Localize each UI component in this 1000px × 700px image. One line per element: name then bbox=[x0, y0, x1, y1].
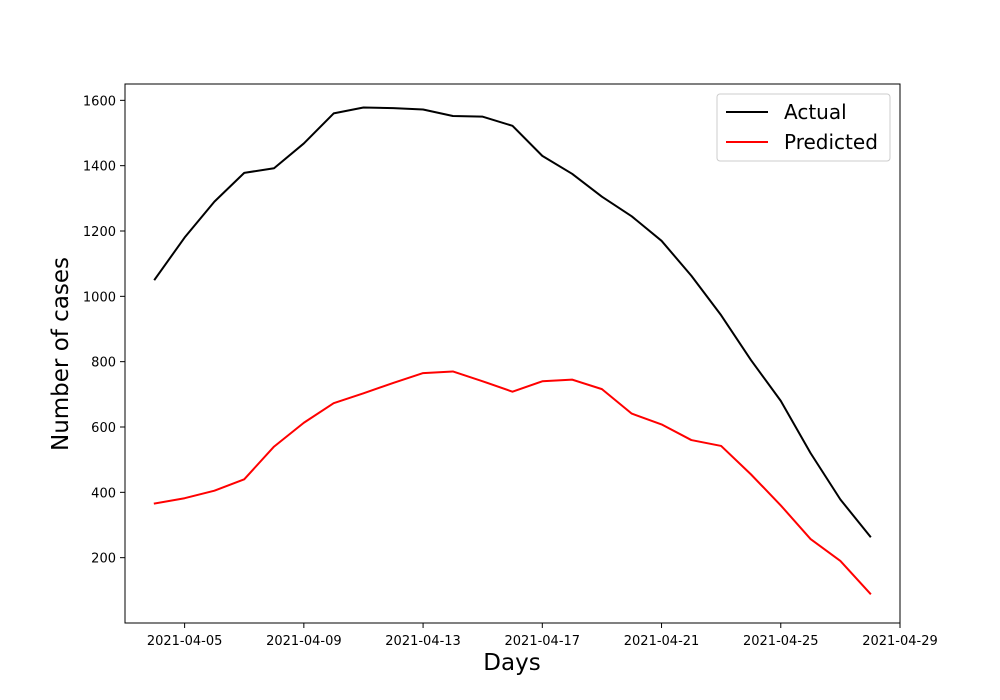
legend-label-actual: Actual bbox=[784, 100, 847, 124]
y-tick-label: 400 bbox=[91, 486, 116, 501]
y-tick-label: 1400 bbox=[83, 160, 116, 175]
y-axis: 200 400 600 800 1000 1200 1400 1600 bbox=[83, 94, 125, 567]
series-line-predicted bbox=[153, 370, 872, 596]
x-tick-label: 2021-04-21 bbox=[624, 634, 700, 649]
series-line-actual bbox=[153, 106, 872, 538]
x-tick-label: 2021-04-17 bbox=[505, 634, 581, 649]
y-axis-label: Number of cases bbox=[48, 257, 74, 451]
legend: Actual Predicted bbox=[716, 93, 891, 162]
x-tick-label: 2021-04-09 bbox=[266, 634, 342, 649]
legend-box bbox=[716, 93, 891, 162]
y-tick-label: 200 bbox=[91, 552, 116, 567]
x-tick-label: 2021-04-13 bbox=[385, 634, 461, 649]
y-tick-label: 1200 bbox=[83, 225, 116, 240]
y-tick-label: 600 bbox=[91, 421, 116, 436]
x-tick-label: 2021-04-25 bbox=[743, 634, 819, 649]
plot-frame bbox=[124, 83, 901, 624]
y-tick-label: 1000 bbox=[83, 290, 116, 305]
x-axis-label: Days bbox=[483, 650, 540, 676]
legend-label-predicted: Predicted bbox=[784, 130, 878, 154]
x-tick-label: 2021-04-29 bbox=[862, 634, 938, 649]
y-tick-label: 1600 bbox=[83, 94, 116, 109]
plot-area bbox=[124, 83, 901, 624]
y-tick-label: 800 bbox=[91, 356, 116, 371]
x-axis: 2021-04-05 2021-04-09 2021-04-13 2021-04-17… bbox=[147, 623, 938, 649]
x-tick-label: 2021-04-05 bbox=[147, 634, 223, 649]
